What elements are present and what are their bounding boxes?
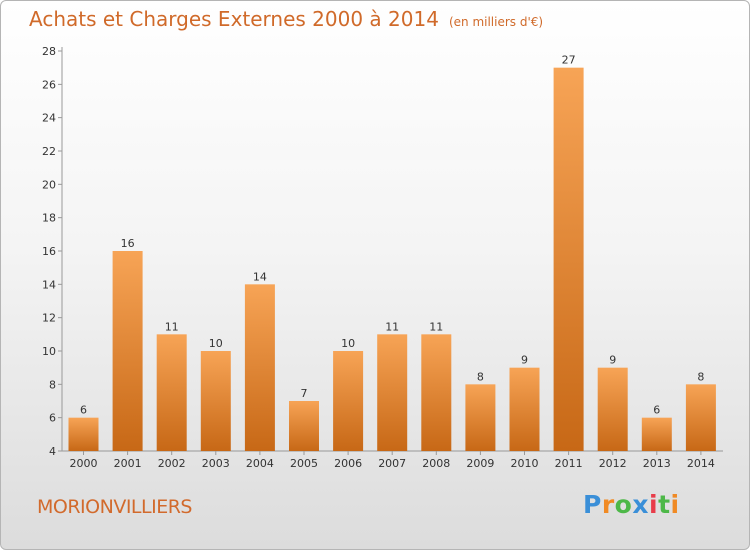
bar-value-label: 27 — [562, 54, 576, 67]
x-tick-label: 2012 — [599, 457, 627, 470]
y-tick-label: 6 — [49, 412, 56, 425]
x-tick-label: 2010 — [511, 457, 539, 470]
bar-value-label: 11 — [165, 320, 179, 333]
logo-letter: x — [632, 490, 649, 519]
bar-value-label: 10 — [209, 337, 223, 350]
chart-title: Achats et Charges Externes 2000 à 2014 (e… — [29, 7, 543, 31]
bar — [597, 367, 628, 451]
y-tick-label: 8 — [49, 378, 56, 391]
bar — [377, 334, 408, 451]
bar — [421, 334, 452, 451]
logo-letter: i — [649, 490, 659, 519]
bar-value-label: 11 — [385, 320, 399, 333]
bar — [68, 417, 99, 451]
x-tick-label: 2000 — [70, 457, 98, 470]
y-tick-label: 16 — [42, 245, 56, 258]
bar-value-label: 11 — [429, 320, 443, 333]
bar — [333, 351, 364, 451]
bar — [156, 334, 187, 451]
bar-value-label: 9 — [521, 354, 528, 367]
bar-value-label: 6 — [80, 404, 87, 417]
bar — [509, 367, 540, 451]
y-tick-label: 26 — [42, 78, 56, 91]
x-tick-label: 2003 — [202, 457, 230, 470]
y-tick-label: 24 — [42, 112, 56, 125]
logo-letter: i — [670, 490, 680, 519]
y-tick-label: 10 — [42, 345, 56, 358]
bar-value-label: 8 — [697, 370, 704, 383]
x-tick-label: 2002 — [158, 457, 186, 470]
x-tick-label: 2001 — [114, 457, 142, 470]
bar — [289, 401, 319, 451]
y-tick-label: 4 — [49, 445, 56, 458]
y-tick-label: 28 — [42, 45, 56, 58]
x-tick-label: 2013 — [643, 457, 671, 470]
x-tick-label: 2004 — [246, 457, 274, 470]
chart-title-text: Achats et Charges Externes 2000 à 2014 — [29, 7, 439, 31]
y-tick-label: 22 — [42, 145, 56, 158]
x-tick-label: 2008 — [422, 457, 450, 470]
x-tick-label: 2005 — [290, 457, 318, 470]
y-tick-label: 12 — [42, 312, 56, 325]
y-tick-label: 14 — [42, 278, 56, 291]
bar-value-label: 7 — [301, 387, 308, 400]
y-tick-label: 18 — [42, 212, 56, 225]
bar — [553, 67, 584, 452]
bar-value-label: 9 — [609, 354, 616, 367]
x-tick-label: 2011 — [555, 457, 583, 470]
x-tick-label: 2014 — [687, 457, 715, 470]
bar — [200, 351, 231, 451]
logo-letter: o — [614, 490, 633, 519]
x-tick-label: 2007 — [378, 457, 406, 470]
logo-letter: P — [583, 490, 602, 519]
y-tick-label: 20 — [42, 178, 56, 191]
bar-value-label: 16 — [121, 237, 135, 250]
logo-letter: r — [601, 490, 615, 519]
bar — [244, 284, 275, 451]
x-tick-label: 2009 — [466, 457, 494, 470]
x-tick-label: 2006 — [334, 457, 362, 470]
place-name: MORIONVILLIERS — [37, 496, 192, 518]
bar-value-label: 14 — [253, 270, 267, 283]
bar — [685, 384, 716, 451]
bar-value-label: 8 — [477, 370, 484, 383]
bar-value-label: 10 — [341, 337, 355, 350]
chart-unit: (en milliers d'€) — [448, 15, 544, 29]
proxiti-logo: Proxiti — [583, 490, 680, 519]
bar — [112, 251, 143, 451]
bar — [465, 384, 496, 451]
logo-letter: t — [658, 490, 671, 519]
bar-value-label: 6 — [653, 404, 660, 417]
bar — [641, 417, 672, 451]
